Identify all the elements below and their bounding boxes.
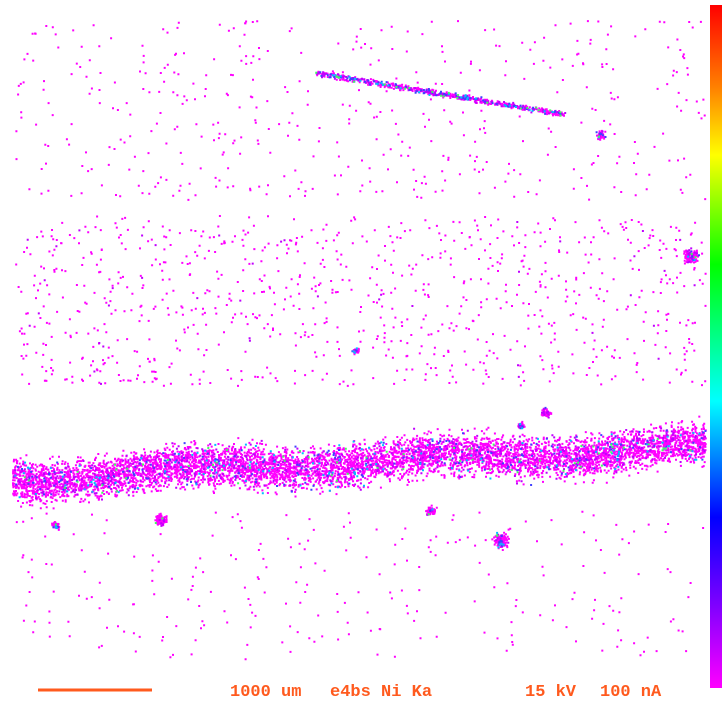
scale-label: 1000 um bbox=[230, 683, 301, 702]
current-label: 100 nA bbox=[600, 683, 662, 702]
sample-label: e4bs Ni Ka bbox=[330, 683, 432, 702]
voltage-label: 15 kV bbox=[525, 683, 577, 702]
color-bar bbox=[710, 5, 722, 688]
